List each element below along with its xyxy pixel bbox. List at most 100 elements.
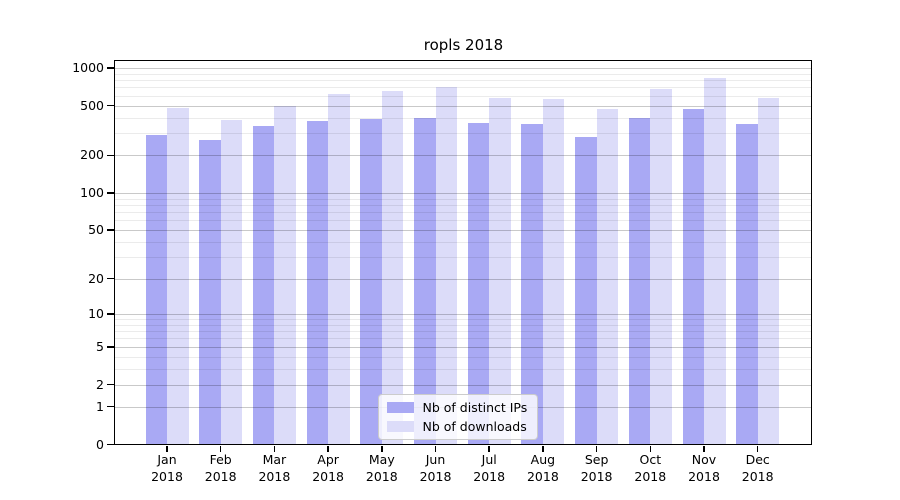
bar-distinct-ips-nov xyxy=(682,108,704,445)
bar-downloads-nov xyxy=(704,77,726,445)
y-tick-label-2: 2 xyxy=(96,376,104,392)
chart-title: ropls 2018 xyxy=(423,36,504,54)
bar-downloads-aug xyxy=(542,99,565,445)
gridline-y-400 xyxy=(115,117,812,119)
bar-distinct-ips-sep xyxy=(575,136,597,445)
bar-distinct-ips-jun xyxy=(414,117,436,445)
gridline-y-70 xyxy=(115,212,812,214)
x-tick-mark-jul xyxy=(488,446,490,452)
y-tick-mark-10 xyxy=(107,313,114,315)
bar-downloads-oct xyxy=(650,89,672,445)
bar-distinct-ips-jul xyxy=(467,123,490,445)
gridline-y-60 xyxy=(115,220,812,222)
x-tick-label-jul: Jul 2018 xyxy=(473,452,506,484)
x-tick-label-aug: Aug 2018 xyxy=(526,452,559,484)
y-tick-mark-50 xyxy=(107,229,114,231)
gridline-y-50 xyxy=(115,230,812,232)
y-tick-label-50: 50 xyxy=(88,222,104,238)
x-tick-mark-oct xyxy=(649,446,652,452)
x-tick-mark-may xyxy=(381,446,383,452)
x-tick-mark-jun xyxy=(434,446,437,452)
y-tick-mark-20 xyxy=(107,277,114,280)
legend-label-distinct-ips: Nb of distinct IPs xyxy=(422,400,528,415)
x-tick-mark-sep xyxy=(595,446,598,452)
y-tick-mark-1 xyxy=(107,405,114,408)
y-tick-label-10: 10 xyxy=(88,305,104,321)
bar-downloads-dec xyxy=(757,97,780,445)
bar-downloads-jun xyxy=(435,87,457,445)
gridline-y-500 xyxy=(115,105,812,107)
bar-downloads-feb xyxy=(220,119,243,445)
gridline-y-7 xyxy=(115,331,812,333)
x-tick-label-feb: Feb 2018 xyxy=(204,452,237,484)
x-tick-label-may: May 2018 xyxy=(365,452,398,484)
gridline-y-300 xyxy=(115,133,812,135)
y-tick-mark-1000 xyxy=(107,67,114,69)
gridline-y-700 xyxy=(115,87,812,89)
x-tick-mark-feb xyxy=(219,446,222,452)
bar-distinct-ips-feb xyxy=(199,140,221,445)
y-tick-mark-100 xyxy=(107,192,114,194)
legend-item-distinct-ips: Nb of distinct IPs xyxy=(386,400,528,415)
bar-downloads-sep xyxy=(596,109,619,445)
gridline-y-3 xyxy=(115,368,812,370)
gridline-y-80 xyxy=(115,204,812,206)
y-tick-label-100: 100 xyxy=(80,184,104,200)
gridline-y-100 xyxy=(115,192,812,194)
x-tick-mark-dec xyxy=(756,446,759,452)
bar-distinct-ips-aug xyxy=(521,124,543,445)
x-tick-label-apr: Apr 2018 xyxy=(312,452,344,484)
gridline-y-600 xyxy=(115,95,812,97)
bar-distinct-ips-dec xyxy=(736,123,758,445)
y-tick-label-5: 5 xyxy=(96,338,104,354)
gridline-y-9 xyxy=(115,318,812,320)
bar-downloads-may xyxy=(381,90,404,445)
x-tick-label-dec: Dec 2018 xyxy=(741,452,774,484)
legend-item-downloads: Nb of downloads xyxy=(386,419,528,434)
bar-downloads-mar xyxy=(274,105,296,445)
gridline-y-6 xyxy=(115,338,812,340)
x-tick-label-mar: Mar 2018 xyxy=(258,452,291,484)
x-tick-label-sep: Sep 2018 xyxy=(580,452,613,484)
bar-distinct-ips-apr xyxy=(306,121,329,445)
y-tick-mark-200 xyxy=(107,154,114,157)
plot-area xyxy=(113,59,812,445)
legend-swatch-distinct-ips xyxy=(386,402,414,413)
y-tick-label-500: 500 xyxy=(80,97,104,113)
bars-layer xyxy=(115,61,812,445)
x-tick-label-jun: Jun 2018 xyxy=(419,452,452,484)
y-tick-mark-500 xyxy=(107,104,114,107)
gridline-y-5 xyxy=(115,346,812,348)
bar-distinct-ips-oct xyxy=(628,118,651,445)
gridline-y-20 xyxy=(115,278,812,280)
y-tick-mark-0 xyxy=(107,443,114,446)
gridline-y-10 xyxy=(115,313,812,315)
legend-swatch-downloads xyxy=(386,421,414,432)
gridline-y-4 xyxy=(115,356,812,358)
gridline-y-2 xyxy=(115,384,812,386)
x-tick-mark-aug xyxy=(542,446,544,452)
legend-label-downloads: Nb of downloads xyxy=(422,419,527,434)
y-tick-mark-5 xyxy=(107,346,114,348)
y-tick-label-0: 0 xyxy=(96,436,104,452)
x-tick-label-nov: Nov 2018 xyxy=(688,452,720,484)
x-tick-mark-nov xyxy=(703,446,705,452)
gridline-y-8 xyxy=(115,324,812,326)
gridline-y-200 xyxy=(115,155,812,157)
y-tick-mark-2 xyxy=(107,383,114,386)
y-tick-label-20: 20 xyxy=(88,270,104,286)
bar-distinct-ips-jan xyxy=(145,134,167,445)
gridline-y-90 xyxy=(115,198,812,200)
y-tick-label-1000: 1000 xyxy=(72,59,104,75)
x-tick-mark-jan xyxy=(166,446,168,452)
legend: Nb of distinct IPs Nb of downloads xyxy=(377,394,539,440)
y-tick-label-200: 200 xyxy=(80,147,104,163)
y-tick-label-1: 1 xyxy=(96,398,104,414)
bar-downloads-jul xyxy=(489,98,511,445)
gridline-y-30 xyxy=(115,257,812,259)
x-tick-mark-apr xyxy=(327,446,329,452)
bar-downloads-jan xyxy=(167,107,189,445)
gridline-y-1000 xyxy=(115,67,812,69)
bar-distinct-ips-mar xyxy=(252,126,275,445)
